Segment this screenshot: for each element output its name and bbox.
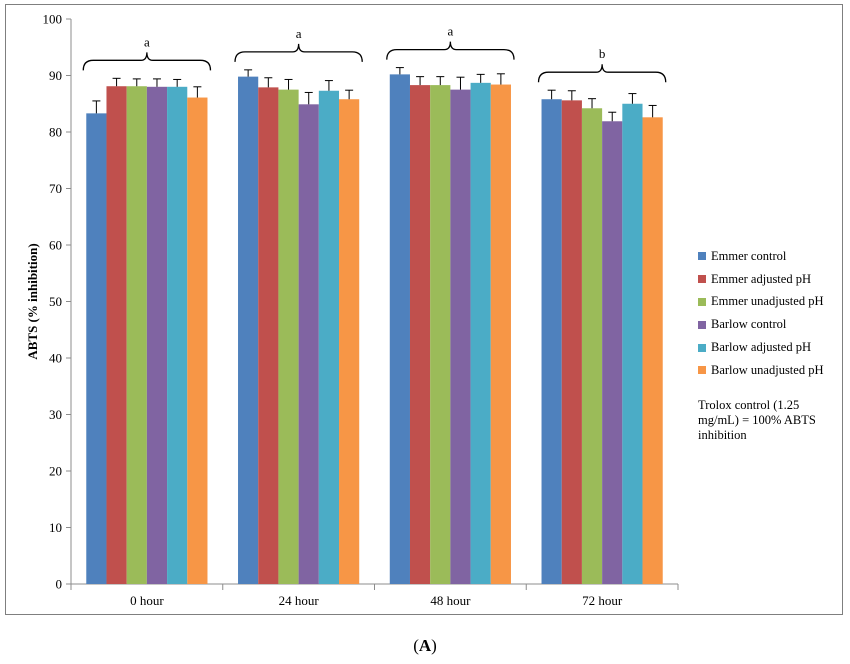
bar (339, 99, 360, 584)
legend-item: Barlow unadjusted pH (698, 359, 843, 382)
legend-swatch (698, 252, 706, 261)
y-tick-label: 0 (56, 577, 63, 592)
legend-items: Emmer control Emmer adjusted pH Emmer unad… (698, 245, 843, 382)
y-tick-label: 20 (49, 464, 62, 479)
y-tick-label: 40 (49, 351, 62, 366)
bar (642, 117, 663, 584)
bar (561, 100, 582, 585)
group-brace (82, 52, 212, 71)
bar (581, 108, 603, 585)
bar (106, 86, 127, 585)
bar (298, 104, 319, 584)
legend-item: Barlow control (698, 313, 843, 336)
y-tick-label: 10 (49, 520, 62, 535)
bar (490, 84, 511, 584)
group-annotation: a (296, 26, 302, 41)
bar (187, 97, 208, 584)
y-tick-label: 80 (49, 125, 62, 140)
bar (238, 76, 259, 584)
legend-item: Barlow adjusted pH (698, 336, 843, 359)
figure-label-close: ) (431, 636, 437, 655)
bar (622, 103, 643, 584)
group-annotation: a (447, 24, 453, 39)
y-tick-label: 90 (49, 68, 62, 83)
bar (470, 82, 491, 584)
bar (541, 99, 562, 584)
y-tick-label: 50 (49, 294, 62, 309)
group-brace (234, 43, 363, 62)
legend-item: Emmer control (698, 245, 843, 268)
bar (389, 74, 410, 585)
x-tick-label: 48 hour (430, 593, 471, 608)
x-tick-label: 24 hour (279, 593, 320, 608)
bar (146, 86, 168, 585)
group-brace (386, 41, 515, 60)
x-tick-label: 72 hour (582, 593, 623, 608)
legend-note: Trolox control (1.25 mg/mL) = 100% ABTS … (698, 397, 816, 442)
figure-label: (A) (0, 636, 850, 656)
bar (86, 113, 107, 584)
legend-label: Barlow adjusted pH (711, 340, 811, 355)
bar (450, 89, 471, 584)
legend-swatch (698, 320, 706, 329)
legend-swatch (698, 275, 706, 284)
bar (409, 85, 431, 584)
legend-label: Emmer control (711, 248, 787, 263)
figure-label-open: ( (413, 636, 419, 655)
legend-label: Barlow unadjusted pH (711, 362, 824, 377)
legend-swatch (698, 366, 706, 375)
y-tick-label: 70 (49, 181, 62, 196)
legend-item: Emmer adjusted pH (698, 268, 843, 291)
y-tick-label: 60 (49, 238, 62, 253)
legend-item: Emmer unadjusted pH (698, 291, 843, 314)
group-annotation: a (144, 34, 150, 49)
bar (278, 89, 299, 584)
legend-swatch (698, 343, 706, 352)
bar (318, 90, 340, 584)
y-tick-label: 100 (43, 12, 63, 27)
group-annotation: b (599, 46, 606, 61)
legend-label: Emmer adjusted pH (711, 271, 811, 286)
group-brace (537, 64, 667, 83)
bar (167, 86, 188, 585)
bar (602, 121, 623, 584)
y-axis-label: ABTS (% inhibition) (25, 243, 40, 359)
legend-label: Emmer unadjusted pH (711, 294, 824, 309)
figure-label-letter: A (418, 636, 432, 655)
bar (430, 85, 451, 584)
x-tick-label: 0 hour (130, 593, 164, 608)
bar (126, 86, 147, 585)
y-tick-label: 30 (49, 407, 62, 422)
bar (258, 87, 279, 585)
legend-swatch (698, 297, 706, 306)
legend: Emmer control Emmer adjusted pH Emmer unad… (698, 245, 843, 443)
legend-label: Barlow control (711, 317, 787, 332)
